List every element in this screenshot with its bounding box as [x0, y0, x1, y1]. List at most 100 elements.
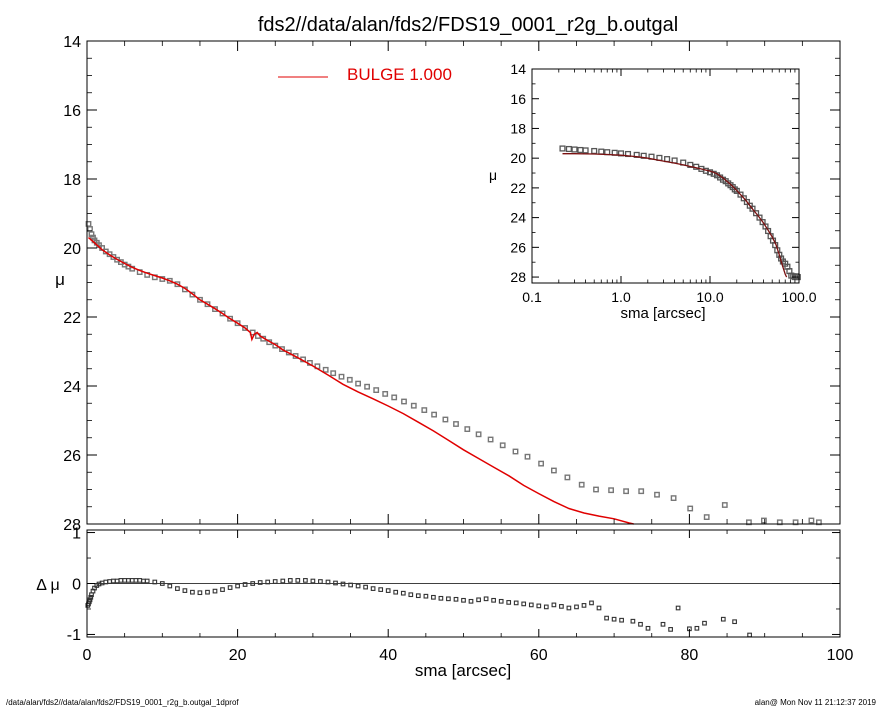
y-tick-label: 22 [510, 180, 526, 196]
data-point [174, 281, 181, 288]
data-point [512, 448, 519, 455]
data-point [808, 517, 815, 524]
data-point [593, 486, 599, 493]
data-point [126, 578, 131, 583]
data-point [295, 578, 301, 583]
data-point [325, 579, 331, 585]
data-point [756, 214, 763, 221]
data-point [732, 619, 737, 625]
data-point [159, 581, 165, 586]
data-point [152, 579, 158, 585]
data-point [401, 398, 407, 405]
data-point [129, 578, 135, 583]
data-point [322, 366, 329, 373]
data-point [391, 394, 398, 401]
data-point [747, 632, 752, 638]
data-point [630, 618, 636, 624]
y-tick-label: 28 [510, 269, 526, 285]
data-point [749, 205, 756, 212]
data-point [623, 488, 630, 495]
data-point [578, 481, 585, 488]
data-point [234, 320, 241, 327]
data-point [227, 585, 233, 590]
data-point [280, 578, 286, 584]
footer-timestamp: alan@ Mon Nov 11 21:12:37 2019 [755, 698, 877, 707]
data-point [737, 191, 744, 198]
data-point [506, 600, 512, 605]
data-point [265, 579, 271, 585]
data-point [408, 592, 414, 598]
data-point [364, 383, 370, 390]
data-point [611, 616, 617, 622]
data-point [85, 220, 92, 227]
data-point [212, 588, 218, 594]
footer-path: /data/alan/fds2//data/alan/fds2/FDS19_00… [6, 698, 239, 707]
y-tick-label: 26 [510, 239, 526, 255]
data-point [524, 453, 531, 460]
data-point [363, 584, 368, 590]
data-point [566, 605, 572, 611]
x-tick-label: 0.1 [522, 289, 542, 305]
x-tick-label: 1.0 [611, 289, 631, 305]
data-point [189, 291, 196, 298]
data-point [385, 588, 391, 593]
data-point [660, 621, 666, 627]
data-point [88, 594, 94, 600]
model-line [88, 237, 634, 525]
data-point [137, 578, 143, 583]
data-point [219, 310, 226, 317]
data-point [668, 627, 673, 632]
data-point [596, 605, 602, 611]
data-point [87, 597, 93, 603]
inset-x-axis-label: sma [arcsec] [620, 305, 705, 322]
data-point [670, 495, 677, 501]
x-tick-label: 0 [83, 647, 92, 664]
inset-y-axis-label: μ [489, 167, 497, 183]
data-point [250, 581, 256, 586]
data-point [431, 411, 437, 418]
x-tick-label: 60 [530, 647, 548, 664]
data-point [453, 421, 459, 427]
data-point [190, 589, 195, 595]
inset-axes: 0.1 1.0 10.0 100.0 14 16 18 20 22 24 26 28 [510, 61, 816, 305]
data-point [565, 145, 572, 153]
data-point [340, 581, 346, 587]
y-tick-label: 22 [63, 310, 81, 327]
data-point [564, 474, 571, 481]
data-point [574, 604, 579, 610]
data-point [528, 602, 534, 608]
y-tick-label: 20 [510, 150, 526, 166]
data-point [468, 598, 474, 604]
main-panel: 14 16 18 20 22 24 26 28 μ BULGE 1.000 [55, 34, 841, 534]
main-axes: 14 16 18 20 22 24 26 28 [63, 34, 841, 534]
data-point [227, 315, 233, 322]
data-point [589, 600, 594, 606]
data-point [257, 580, 263, 585]
data-point [498, 598, 504, 604]
data-point [571, 146, 578, 153]
data-point [543, 604, 549, 610]
x-tick-label: 40 [379, 647, 397, 664]
data-point [476, 597, 481, 603]
data-point [167, 583, 173, 589]
data-point [144, 578, 150, 584]
data-point [438, 595, 444, 601]
data-point [205, 589, 210, 595]
data-point [604, 615, 609, 621]
data-point [483, 596, 489, 602]
inset-background [532, 69, 799, 283]
data-point [761, 517, 767, 524]
data-point [141, 578, 146, 584]
data-point [559, 145, 566, 152]
data-point [103, 579, 109, 585]
data-point [107, 579, 112, 584]
y-tick-label: 26 [63, 448, 81, 465]
data-point [382, 391, 389, 397]
data-point [720, 616, 726, 622]
x-tick-label: 80 [681, 647, 699, 664]
main-y-axis-label: μ [55, 270, 65, 289]
data-point [619, 617, 624, 623]
data-point [487, 436, 494, 443]
inset-plot-frame [531, 68, 800, 284]
